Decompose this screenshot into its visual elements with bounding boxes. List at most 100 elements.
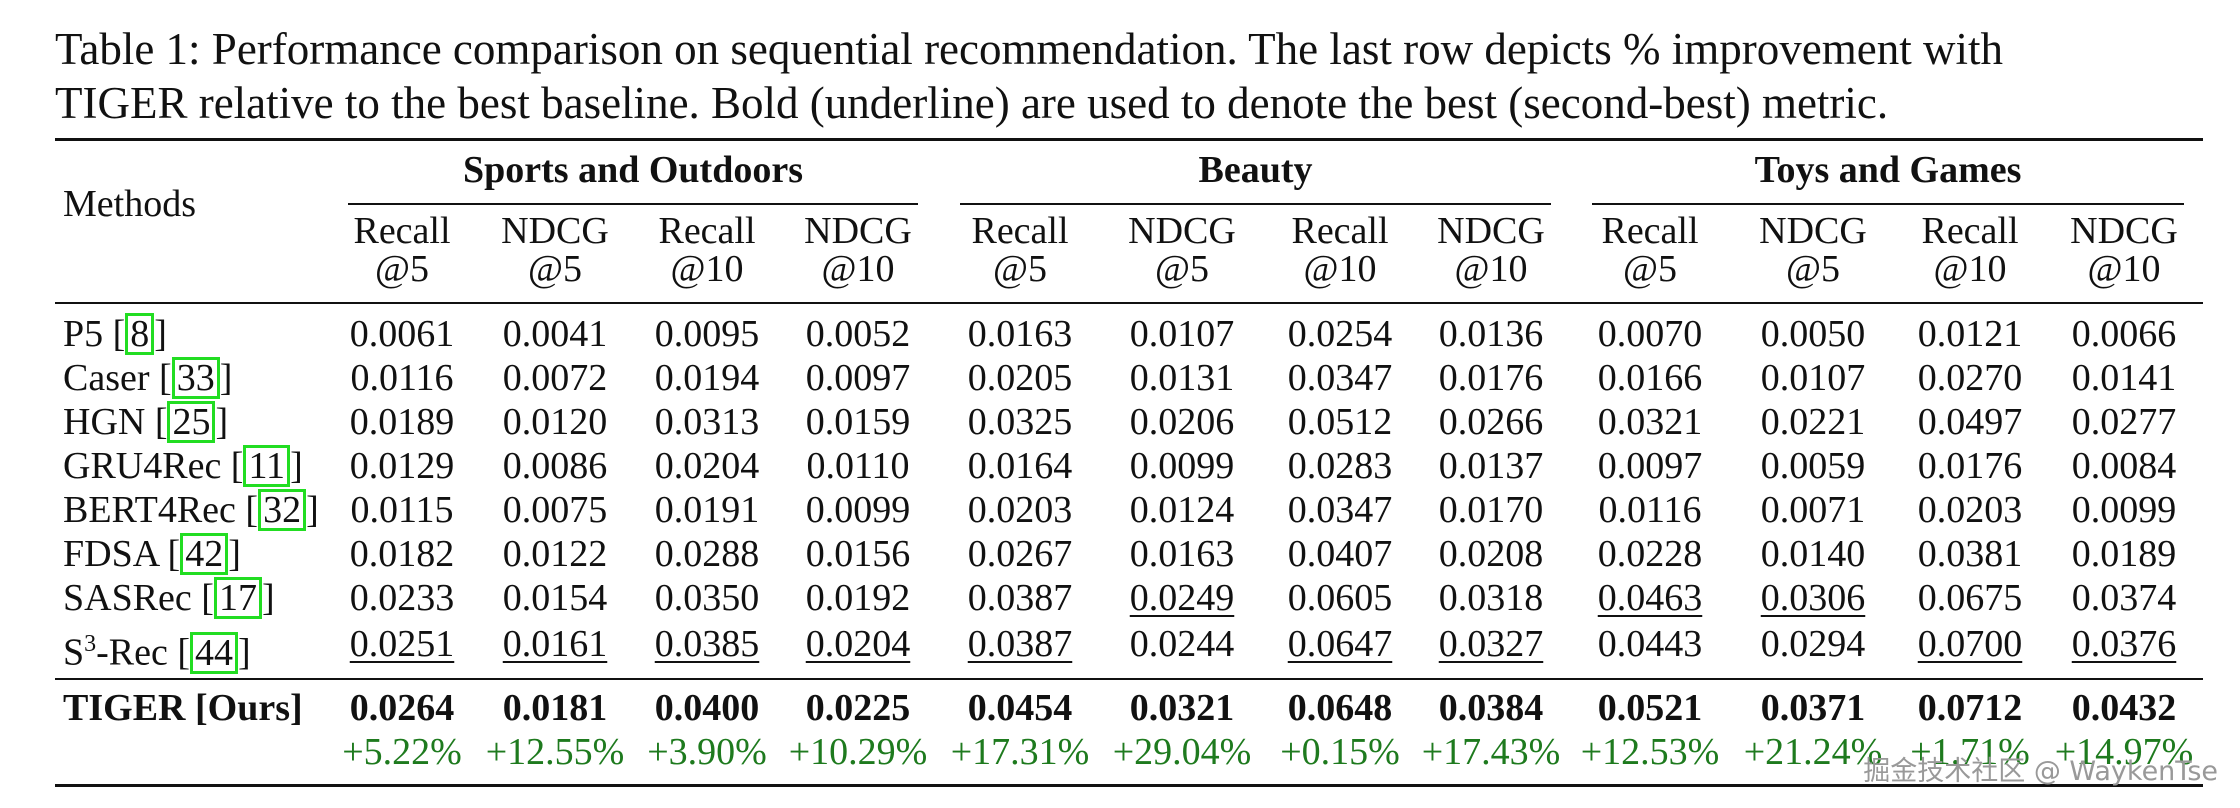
citation-link[interactable]: 42	[180, 533, 229, 575]
citation-link[interactable]: 8	[125, 313, 155, 355]
metric-header-name: Recall	[1291, 210, 1389, 252]
metric-value: 0.0313	[654, 401, 760, 443]
metric-value: 0.0385	[654, 623, 760, 665]
metric-value: 0.0277	[2071, 401, 2177, 443]
metric-value: 0.0050	[1760, 313, 1866, 355]
metric-value: 0.0176	[1438, 357, 1544, 399]
group-header: Toys and Games	[1754, 149, 2022, 191]
citation-link[interactable]: 17	[213, 577, 262, 619]
group-rule-2	[960, 203, 1551, 205]
metric-value: 0.0288	[654, 533, 760, 575]
metric-value: 0.0107	[1760, 357, 1866, 399]
metric-value: 0.0120	[502, 401, 608, 443]
metric-value: 0.0136	[1438, 313, 1544, 355]
metric-header-name: NDCG	[804, 210, 912, 252]
improvement-value: +12.53%	[1580, 731, 1720, 773]
superscript: 3	[84, 631, 97, 657]
metric-value: 0.0140	[1760, 533, 1866, 575]
metric-value: 0.0159	[805, 401, 911, 443]
methods-header: Methods	[63, 183, 196, 225]
metric-value: 0.0203	[967, 489, 1073, 531]
metric-value: 0.0254	[1287, 313, 1393, 355]
metric-header-k: @10	[1303, 248, 1377, 290]
caption-text-line2: TIGER relative to the best baseline. Bol…	[55, 78, 1889, 128]
metric-value: 0.0204	[654, 445, 760, 487]
metric-value: 0.0350	[654, 577, 760, 619]
citation-link[interactable]: 25	[167, 401, 216, 443]
tiger-value: 0.0225	[805, 687, 911, 729]
metric-header-name: Recall	[658, 210, 756, 252]
citation-link[interactable]: 11	[243, 445, 291, 487]
metric-value: 0.0381	[1917, 533, 2023, 575]
citation-link[interactable]: 33	[171, 357, 220, 399]
metric-value: 0.0099	[805, 489, 911, 531]
citation-link[interactable]: 32	[258, 489, 307, 531]
metric-value: 0.0318	[1438, 577, 1544, 619]
table-caption: Table 1: Performance comparison on seque…	[55, 22, 2205, 130]
improvement-value: +12.55%	[485, 731, 625, 773]
metric-value: 0.0387	[967, 623, 1073, 665]
metric-value: 0.0052	[805, 313, 911, 355]
metric-value: 0.0208	[1438, 533, 1544, 575]
metric-value: 0.0166	[1597, 357, 1703, 399]
group-header: Beauty	[1198, 149, 1313, 191]
header-rule	[55, 302, 2203, 304]
metric-value: 0.0156	[805, 533, 911, 575]
metric-value: 0.0061	[349, 313, 455, 355]
metric-value: 0.0270	[1917, 357, 2023, 399]
improvement-value: +5.22%	[342, 731, 462, 773]
metric-value: 0.0154	[502, 577, 608, 619]
metric-header-k: @10	[2087, 248, 2161, 290]
metric-value: 0.0203	[1917, 489, 2023, 531]
improvement-value: +17.43%	[1421, 731, 1561, 773]
improvement-value: +1.71%	[1910, 731, 2030, 773]
metric-value: 0.0176	[1917, 445, 2023, 487]
group-rule-1	[348, 203, 918, 205]
metric-header-k: @5	[993, 248, 1047, 290]
metric-header-name: Recall	[971, 210, 1069, 252]
tiger-value: 0.0432	[2071, 687, 2177, 729]
metric-value: 0.0097	[1597, 445, 1703, 487]
method-name: HGN [25]	[63, 401, 229, 443]
caption-text-line1: Performance comparison on sequential rec…	[211, 24, 2003, 74]
metric-value: 0.0283	[1287, 445, 1393, 487]
metric-value: 0.0099	[2071, 489, 2177, 531]
method-name: FDSA [42]	[63, 533, 241, 575]
metric-value: 0.0221	[1760, 401, 1866, 443]
metric-value: 0.0163	[1129, 533, 1235, 575]
group-header: Sports and Outdoors	[463, 149, 803, 191]
metric-value: 0.0443	[1597, 623, 1703, 665]
metric-value: 0.0463	[1597, 577, 1703, 619]
tiger-value: 0.0454	[967, 687, 1073, 729]
metric-value: 0.0095	[654, 313, 760, 355]
metric-header-name: Recall	[353, 210, 451, 252]
metric-value: 0.0122	[502, 533, 608, 575]
metric-value: 0.0407	[1287, 533, 1393, 575]
method-name: GRU4Rec [11]	[63, 445, 303, 487]
metric-value: 0.0512	[1287, 401, 1393, 443]
citation-link[interactable]: 44	[190, 631, 239, 674]
metric-value: 0.0107	[1129, 313, 1235, 355]
metric-header-k: @10	[1933, 248, 2007, 290]
metric-header-name: NDCG	[501, 210, 609, 252]
method-name: Caser [33]	[63, 357, 233, 399]
improvement-value: +14.97%	[2054, 731, 2194, 773]
tiger-value: 0.0712	[1917, 687, 2023, 729]
improvement-value: +10.29%	[788, 731, 928, 773]
metric-value: 0.0205	[967, 357, 1073, 399]
metric-value: 0.0194	[654, 357, 760, 399]
metric-value: 0.0070	[1597, 313, 1703, 355]
metric-value: 0.0605	[1287, 577, 1393, 619]
metric-value: 0.0110	[806, 445, 910, 487]
metric-value: 0.0124	[1129, 489, 1235, 531]
metric-value: 0.0121	[1917, 313, 2023, 355]
metric-value: 0.0306	[1760, 577, 1866, 619]
metric-header-name: NDCG	[2070, 210, 2178, 252]
method-name: BERT4Rec [32]	[63, 489, 319, 531]
metric-value: 0.0267	[967, 533, 1073, 575]
metric-header-k: @5	[528, 248, 582, 290]
top-rule	[55, 138, 2203, 141]
improvement-value: +3.90%	[647, 731, 767, 773]
improvement-value: +0.15%	[1280, 731, 1400, 773]
metric-header-k: @10	[821, 248, 895, 290]
